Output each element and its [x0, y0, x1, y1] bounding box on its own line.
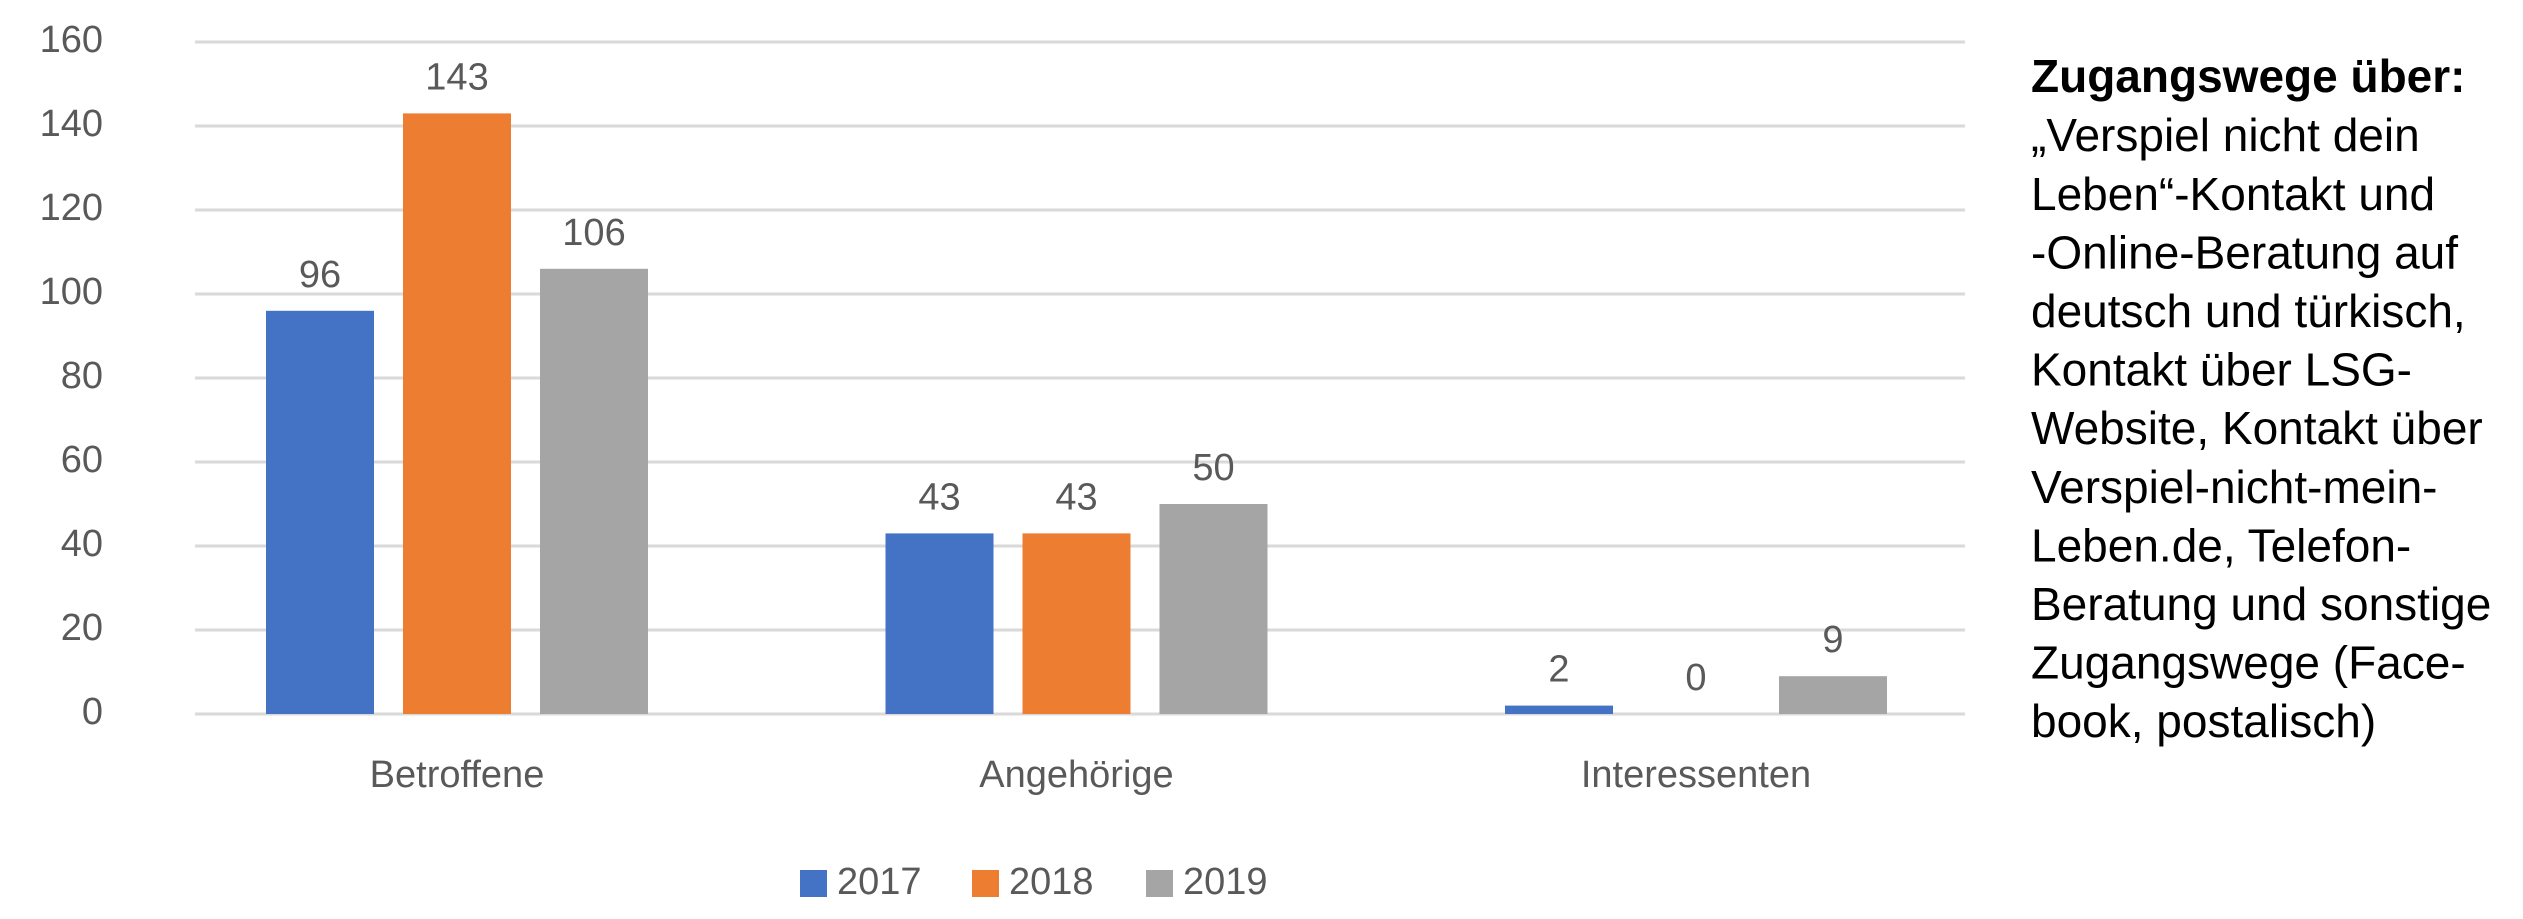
data-label: 50 [1192, 447, 1234, 489]
bar [1505, 705, 1613, 714]
y-tick-label: 140 [40, 103, 103, 145]
data-label: 0 [1685, 657, 1706, 699]
y-tick-label: 160 [40, 19, 103, 61]
annotation-line: „Verspiel nicht dein [2031, 109, 2420, 161]
data-label: 106 [562, 212, 625, 254]
bar [1159, 504, 1268, 714]
bar [266, 310, 374, 714]
legend-swatch [1146, 870, 1173, 897]
y-tick-label: 100 [40, 271, 103, 313]
bar [1022, 533, 1131, 714]
y-tick-label: 120 [40, 187, 103, 229]
data-label: 43 [918, 476, 960, 518]
annotation-line: Leben“-Kontakt und [2031, 168, 2435, 220]
annotation-line: Leben.de, Telefon- [2031, 519, 2411, 571]
legend-swatch [972, 870, 999, 897]
annotation-line: Verspiel-nicht-mein- [2031, 461, 2437, 513]
data-label: 143 [425, 56, 488, 98]
legend-label: 2018 [1009, 861, 1094, 903]
y-tick-label: 0 [82, 691, 103, 733]
y-tick-label: 60 [61, 439, 103, 481]
x-tick-label: Betroffene [370, 754, 545, 796]
annotation-line: deutsch und türkisch, [2031, 285, 2466, 337]
bar [403, 113, 511, 714]
y-tick-label: 80 [61, 355, 103, 397]
bar [885, 533, 994, 714]
data-label: 2 [1548, 649, 1569, 691]
x-tick-label: Angehörige [979, 754, 1173, 796]
bar [1779, 676, 1887, 714]
annotation-line: Zugangswege (Face- [2031, 637, 2466, 689]
annotation-heading: Zugangswege über: [2031, 50, 2465, 102]
annotation-line: book, postalisch) [2031, 695, 2376, 747]
annotation-line: Beratung und sonstige [2031, 578, 2491, 630]
legend-swatch [800, 870, 827, 897]
annotation-line: -Online-Beratung auf [2031, 226, 2458, 278]
annotation-line: Kontakt über LSG- [2031, 344, 2412, 396]
bar [540, 268, 648, 714]
y-tick-label: 40 [61, 523, 103, 565]
data-label: 96 [299, 254, 341, 296]
x-tick-label: Interessenten [1581, 754, 1811, 796]
data-label: 43 [1055, 476, 1097, 518]
data-label: 9 [1822, 619, 1843, 661]
y-tick-label: 20 [61, 607, 103, 649]
annotation-line: Website, Kontakt über [2031, 402, 2483, 454]
legend-label: 2019 [1183, 861, 1268, 903]
legend-label: 2017 [837, 861, 922, 903]
